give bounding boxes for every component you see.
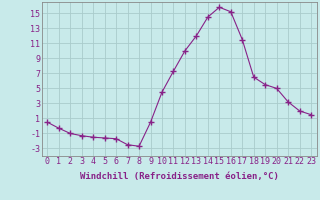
X-axis label: Windchill (Refroidissement éolien,°C): Windchill (Refroidissement éolien,°C) [80,172,279,181]
